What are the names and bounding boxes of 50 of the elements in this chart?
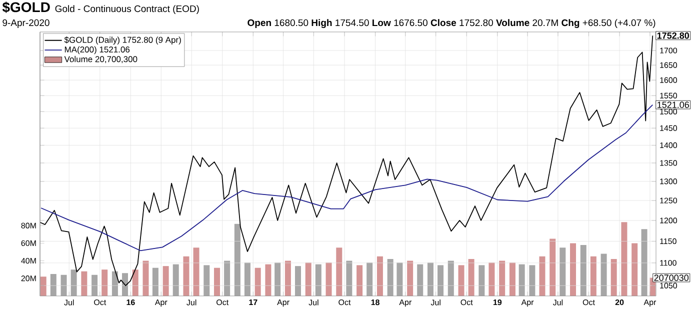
legend-label: $GOLD (Daily) 1752.80 (9 Apr) xyxy=(64,36,181,45)
line-series xyxy=(40,104,654,252)
x-tick-label: Jul xyxy=(64,299,74,306)
y-tick-label: 1450 xyxy=(660,125,678,131)
x-tick-label: Apr xyxy=(399,299,412,307)
y2-tick-label: 40M xyxy=(21,258,36,264)
text: Open 1680.50 High 1754.50 Low 1676.50 Close 1752.80 Volume 20.7M Chg +68.50 (+4.07 %) xyxy=(248,19,656,28)
x-tick-label: 16 xyxy=(126,299,135,306)
y2-tick-label: 20M xyxy=(21,276,36,282)
x-tick-label: Oct xyxy=(94,299,106,306)
x-tick-label: Oct xyxy=(582,299,595,306)
y-tick-label: 1100 xyxy=(660,260,676,266)
x-tick-label: Apr xyxy=(277,299,290,307)
y-tick-label: 1050 xyxy=(660,282,678,288)
y-tick-label: 1400 xyxy=(660,142,678,148)
x-tick-label: Oct xyxy=(216,299,229,306)
x-tick-label: Jul xyxy=(186,299,196,306)
annotation: 2070030 xyxy=(654,274,689,281)
x-tick-label: Apr xyxy=(154,299,168,307)
y-tick-label: 1200 xyxy=(660,218,678,224)
x-tick-label: 18 xyxy=(371,299,380,306)
x-tick-label: 19 xyxy=(493,299,502,306)
y-tick-label: 1600 xyxy=(660,77,678,83)
legend-label: MA(200) 1521.06 xyxy=(64,46,130,54)
y-tick-label: 1250 xyxy=(660,198,678,204)
y-tick-label: 1550 xyxy=(660,92,678,98)
y2-tick-label: 60M xyxy=(21,240,36,246)
y-tick-label: 1150 xyxy=(660,238,676,244)
legend-label: Volume 20,700,300 xyxy=(64,56,138,64)
annotation: 1752.80 xyxy=(657,32,690,39)
x-tick-label: Apr xyxy=(521,299,534,307)
x-tick-label: 20 xyxy=(615,299,624,306)
chart-title: $GOLD xyxy=(2,2,50,14)
y-tick-label: 1300 xyxy=(660,178,678,184)
y2-tick-label: 80M xyxy=(21,222,36,228)
chart-subtitle: Gold - Continuous Contract (EOD) xyxy=(55,5,199,14)
x-tick-label: Oct xyxy=(460,299,473,306)
y-tick-label: 1650 xyxy=(660,62,678,68)
line-series xyxy=(40,35,654,286)
y-tick-label: 1500 xyxy=(660,108,678,114)
x-tick-label: Jul xyxy=(308,299,318,306)
y-tick-label: 1700 xyxy=(660,48,678,54)
x-tick-label: Jul xyxy=(430,299,440,306)
y-tick-label: 1350 xyxy=(660,160,678,166)
x-tick-label: Apr xyxy=(644,299,656,307)
x-tick-label: Oct xyxy=(338,299,351,306)
x-tick-label: 17 xyxy=(249,299,258,305)
text: 9-Apr-2020 xyxy=(2,19,50,28)
x-tick-label: Jul xyxy=(552,299,563,306)
annotation: 1521.06 xyxy=(658,102,689,108)
